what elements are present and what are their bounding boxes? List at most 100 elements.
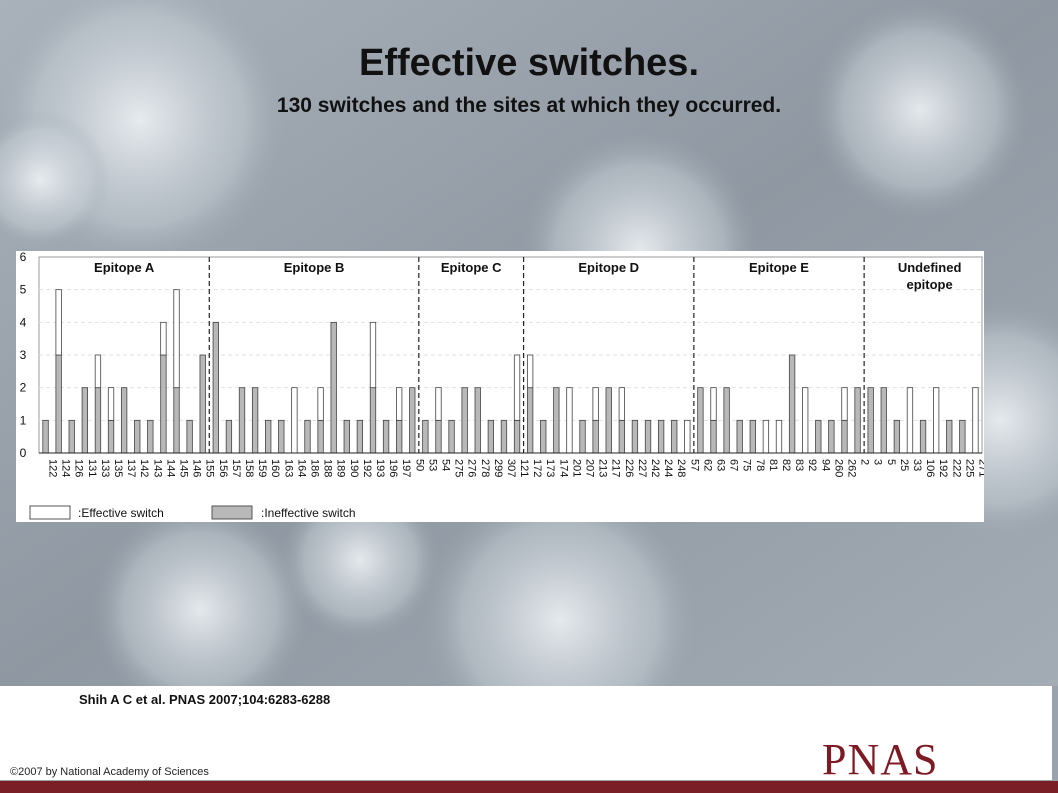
bar-effective <box>775 419 783 454</box>
pnas-logo: PNAS <box>822 735 939 784</box>
x-tick-label: 57 <box>688 459 700 471</box>
x-tick-label: 197 <box>400 459 412 477</box>
bar-effective <box>173 289 180 389</box>
x-tick-label: 2 <box>859 459 871 465</box>
bar-effective <box>906 387 914 454</box>
copyright-notice: ©2007 by National Academy of Sciences <box>10 766 209 778</box>
bar-ineffective <box>880 387 887 454</box>
bar-ineffective <box>487 419 495 454</box>
x-tick-label: 226 <box>623 459 635 477</box>
x-tick-label: 201 <box>570 459 582 477</box>
x-tick-label: 278 <box>479 459 491 477</box>
group-label: epitope <box>906 277 952 292</box>
x-tick-label: 299 <box>492 459 504 477</box>
bar-ineffective <box>68 419 75 454</box>
bar-effective <box>933 387 940 454</box>
bar-ineffective <box>422 419 429 454</box>
group-label: Epitope D <box>578 260 639 275</box>
bar-ineffective <box>841 419 848 454</box>
bar-ineffective <box>592 419 599 454</box>
x-tick-label: 67 <box>728 459 740 471</box>
bar-effective <box>291 387 298 454</box>
x-tick-label: 82 <box>780 459 792 471</box>
bar-effective <box>972 387 979 454</box>
x-tick-label: 163 <box>282 459 294 477</box>
x-tick-label: 137 <box>125 459 137 477</box>
x-tick-label: 213 <box>597 459 609 477</box>
bar-ineffective <box>893 419 901 454</box>
bar-ineffective <box>919 419 927 454</box>
x-tick-label: 192 <box>361 459 373 477</box>
bar-effective <box>435 387 442 421</box>
bar-ineffective <box>671 419 678 454</box>
citation: Shih A C et al. PNAS 2007;104:6283-6288 <box>79 692 331 707</box>
x-tick-label: 121 <box>518 459 530 477</box>
x-tick-label: 92 <box>806 459 818 471</box>
y-tick-label: 1 <box>20 413 27 427</box>
bar-effective <box>710 387 717 421</box>
x-tick-label: 131 <box>86 459 98 477</box>
bar-ineffective <box>81 387 88 454</box>
x-tick-label: 145 <box>178 459 190 477</box>
bar-ineffective <box>396 419 403 454</box>
x-tick-label: 135 <box>112 459 124 477</box>
bar-ineffective <box>749 419 756 454</box>
bar-ineffective <box>134 419 141 454</box>
x-tick-label: 222 <box>950 459 962 477</box>
x-tick-label: 156 <box>217 459 229 477</box>
x-tick-label: 192 <box>937 459 949 477</box>
bar-ineffective <box>710 419 717 454</box>
bar-effective <box>94 354 102 389</box>
bar-effective <box>317 387 324 421</box>
y-tick-label: 0 <box>20 446 27 460</box>
bar-ineffective <box>94 387 102 454</box>
group-label: Epitope B <box>284 260 345 275</box>
bar-ineffective <box>382 419 390 454</box>
x-tick-label: 142 <box>138 459 150 477</box>
group-label: Epitope E <box>749 260 809 275</box>
y-tick-label: 5 <box>20 283 27 297</box>
x-tick-label: 275 <box>453 459 465 477</box>
bar-ineffective <box>697 387 704 454</box>
bar-ineffective <box>330 321 337 454</box>
x-tick-label: 155 <box>204 459 216 477</box>
bar-ineffective <box>526 387 534 454</box>
bar-ineffective <box>186 419 193 454</box>
bar-ineffective <box>199 354 206 454</box>
bar-effective <box>684 419 691 454</box>
bar-ineffective <box>579 419 586 454</box>
x-tick-label: 188 <box>322 459 334 477</box>
x-tick-label: 106 <box>924 459 936 477</box>
bar-ineffective <box>173 387 180 454</box>
bar-ineffective <box>461 387 468 454</box>
bar-ineffective <box>55 354 62 454</box>
bar-ineffective <box>160 354 167 454</box>
bar-ineffective <box>343 419 350 454</box>
bar-ineffective <box>42 419 49 454</box>
x-tick-label: 186 <box>308 459 320 477</box>
slide-title: Effective switches. <box>358 42 700 84</box>
bar-ineffective <box>317 419 324 454</box>
x-tick-label: 25 <box>898 459 910 471</box>
x-tick-label: 53 <box>426 459 438 471</box>
slide-subtitle: 130 switches and the sites at which they… <box>276 94 782 117</box>
bar-ineffective <box>815 419 822 454</box>
x-tick-label: 196 <box>387 459 399 477</box>
x-tick-label: 207 <box>584 459 596 477</box>
legend-swatch-ineffective <box>211 505 253 520</box>
x-tick-label: 227 <box>636 459 648 477</box>
bar-ineffective <box>828 419 835 454</box>
bar-ineffective <box>618 419 625 454</box>
x-tick-label: 143 <box>151 459 163 477</box>
y-tick-label: 3 <box>20 348 27 362</box>
bar-ineffective <box>409 387 416 454</box>
group-label: Epitope A <box>94 260 155 275</box>
x-tick-label: 271 <box>976 459 984 477</box>
bar-ineffective <box>278 419 285 454</box>
x-tick-label: 242 <box>649 459 661 477</box>
bar-ineffective <box>265 419 272 454</box>
x-tick-label: 225 <box>963 459 975 477</box>
bar-ineffective <box>448 419 455 454</box>
bar-ineffective <box>238 387 246 454</box>
x-tick-label: 144 <box>164 459 176 477</box>
